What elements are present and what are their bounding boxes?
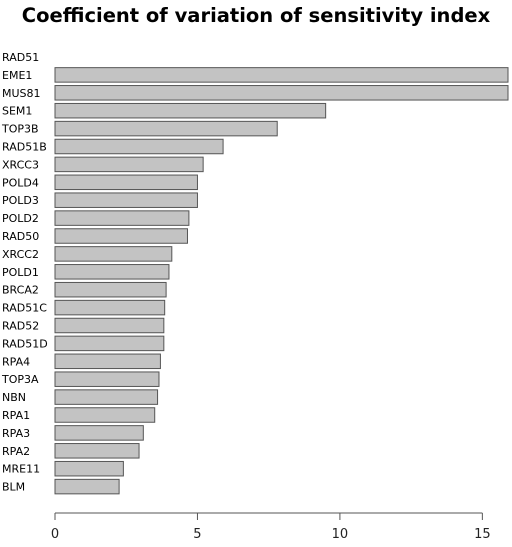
bar <box>54 85 509 101</box>
bar <box>54 246 173 262</box>
category-label: RAD51 <box>2 51 39 64</box>
bar <box>54 317 165 334</box>
category-label: MUS81 <box>2 87 41 100</box>
bar <box>54 371 160 387</box>
bar <box>54 228 188 244</box>
category-label: NBN <box>2 391 26 404</box>
category-label: XRCC2 <box>2 248 39 261</box>
category-label: TOP3B <box>1 123 39 136</box>
bar <box>54 174 198 191</box>
category-label: BRCA2 <box>2 284 39 297</box>
category-label: RAD51B <box>2 141 47 154</box>
category-label: RAD51D <box>2 337 48 350</box>
category-label: TOP3A <box>1 373 39 386</box>
category-label: POLD2 <box>2 212 39 225</box>
bar <box>54 335 165 352</box>
bar <box>54 264 170 280</box>
category-label: POLD1 <box>2 266 39 279</box>
category-label: XRCC3 <box>2 158 39 171</box>
category-label: MRE11 <box>2 463 40 476</box>
category-label: RPA3 <box>2 427 30 440</box>
category-label: SEM1 <box>2 105 32 118</box>
bar <box>54 102 327 119</box>
category-label: BLM <box>2 481 25 494</box>
bar <box>54 120 278 137</box>
bar <box>54 156 204 173</box>
category-label: RPA4 <box>2 355 30 368</box>
bar <box>54 192 198 208</box>
bar <box>54 425 144 441</box>
x-tick-label: 10 <box>332 527 349 542</box>
category-label: RAD52 <box>2 320 39 333</box>
x-tick-label: 0 <box>51 527 59 542</box>
bar <box>54 210 190 226</box>
x-tick-label: 15 <box>474 527 491 542</box>
bar <box>54 281 167 298</box>
bar <box>54 67 509 83</box>
x-tick-label: 5 <box>193 527 201 542</box>
bar <box>54 138 224 155</box>
category-label: EME1 <box>2 69 32 82</box>
bar <box>54 389 159 405</box>
category-label: RPA1 <box>2 409 30 422</box>
bar <box>54 460 124 477</box>
bar <box>54 353 161 370</box>
category-label: POLD3 <box>2 194 39 207</box>
chart-title: Coefficient of variation of sensitivity … <box>21 4 491 27</box>
category-label: RPA2 <box>2 445 30 458</box>
bar <box>54 407 156 423</box>
bar <box>54 443 140 459</box>
bar <box>54 478 120 495</box>
bar <box>54 299 166 316</box>
category-label: RAD50 <box>2 230 39 243</box>
category-label: RAD51C <box>2 302 47 315</box>
category-label: POLD4 <box>2 176 39 189</box>
